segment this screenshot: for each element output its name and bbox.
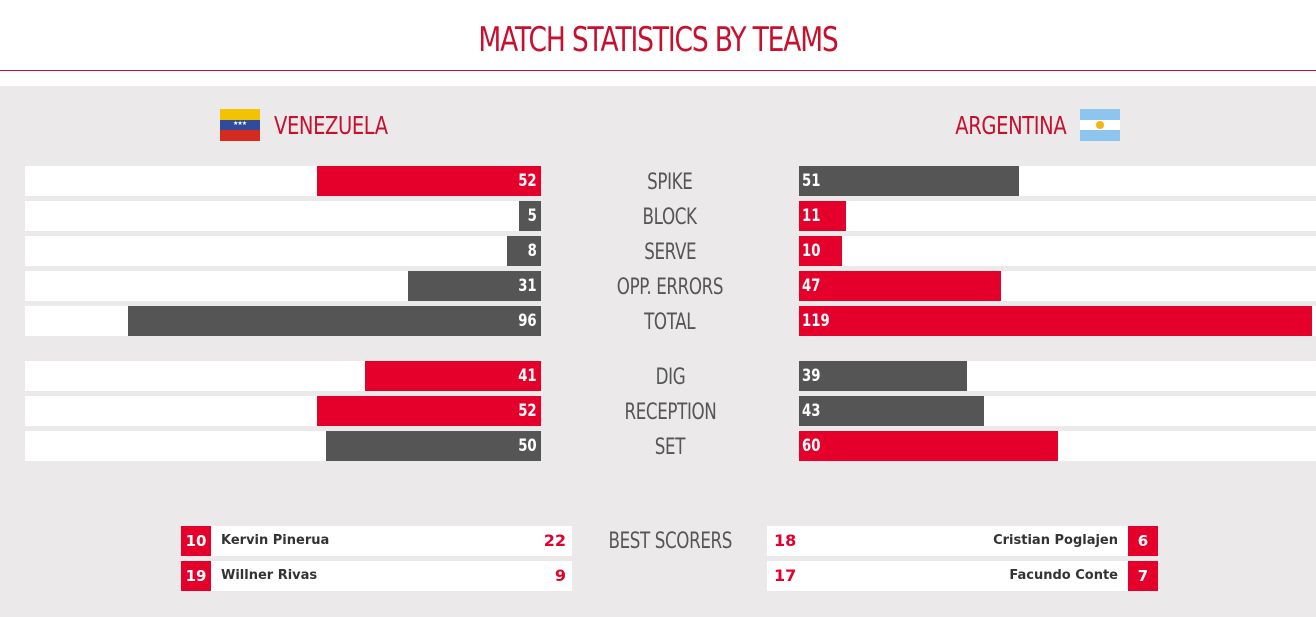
stat-track-left: 5 [25,201,541,231]
stat-bar-left: 41 [365,361,541,391]
stat-track-right: 39 [799,361,1316,391]
stat-track-right: 11 [799,201,1316,231]
stat-track-right: 60 [799,431,1316,461]
stat-track-right: 47 [799,271,1316,301]
player-points: 18 [774,531,797,550]
stat-label: SPIKE [647,170,693,195]
stat-value-left: 31 [518,276,537,296]
stat-bar-left: 50 [326,431,541,461]
stat-row: 50 SET 60 [0,431,1316,461]
stat-bar-right: 51 [799,166,1019,196]
team-left-name: VENEZUELA [274,110,388,140]
stat-bar-right: 10 [799,236,842,266]
stat-label: OPP. ERRORS [616,275,724,300]
stat-track-left: 52 [25,396,541,426]
player-points: 17 [774,566,797,585]
stat-track-left: 8 [25,236,541,266]
stat-track-left: 41 [25,361,541,391]
stat-bar-left: 52 [317,396,541,426]
stat-bar-right: 43 [799,396,984,426]
stat-bar-left: 96 [128,306,541,336]
best-scorers-label: BEST SCORERS [608,529,732,554]
stat-value-left: 96 [518,311,537,331]
scorer-left-1: 10 Kervin Pinerua 22 [181,526,572,556]
stat-value-right: 119 [802,311,830,331]
stat-value-right: 43 [802,401,821,421]
stat-bar-right: 119 [799,306,1312,336]
stat-row: 41 DIG 39 [0,361,1316,391]
jersey-number: 6 [1128,526,1158,556]
argentina-flag-icon [1080,109,1120,142]
scorer-left-2: 19 Willner Rivas 9 [181,561,572,591]
stat-track-left: 96 [25,306,541,336]
stat-row: 31 OPP. ERRORS 47 [0,271,1316,301]
stat-value-right: 11 [802,206,821,226]
stat-bar-right: 11 [799,201,846,231]
scorer-right-2: 17 Facundo Conte 7 [767,561,1158,591]
player-name: Facundo Conte [1009,568,1118,583]
stat-value-right: 51 [802,171,821,191]
stat-track-left: 52 [25,166,541,196]
stat-bar-left: 5 [519,201,541,231]
stat-bar-left: 8 [507,236,541,266]
player-points: 9 [554,566,566,585]
stat-value-left: 52 [518,401,537,421]
stat-row: 96 TOTAL 119 [0,306,1316,336]
jersey-number: 19 [181,561,211,591]
stat-value-left: 41 [518,366,537,386]
player-name: Cristian Poglajen [993,533,1118,548]
stat-track-left: 50 [25,431,541,461]
player-name: Willner Rivas [221,568,318,583]
stat-track-right: 119 [799,306,1316,336]
stat-row: 5 BLOCK 11 [0,201,1316,231]
stat-label: DIG [655,365,685,390]
stat-value-right: 47 [802,276,821,296]
stat-label: BLOCK [642,205,698,230]
stat-label: SERVE [644,240,696,265]
jersey-number: 10 [181,526,211,556]
stat-row: 52 SPIKE 51 [0,166,1316,196]
stat-label: SET [654,435,686,460]
page-title: MATCH STATISTICS BY TEAMS [478,20,838,60]
team-right-name: ARGENTINA [955,110,1066,140]
venezuela-flag-icon: ★★★ [220,109,260,142]
stat-value-right: 39 [802,366,821,386]
scorer-right-1: 18 Cristian Poglajen 6 [767,526,1158,556]
stat-label: RECEPTION [624,400,716,425]
stat-value-left: 5 [527,206,537,226]
stat-value-right: 10 [802,241,821,261]
stat-value-left: 8 [527,241,537,261]
stat-value-left: 50 [518,436,537,456]
stat-bar-right: 47 [799,271,1001,301]
player-name: Kervin Pinerua [221,533,330,548]
jersey-number: 7 [1128,561,1158,591]
stat-bar-right: 39 [799,361,967,391]
title-bar: MATCH STATISTICS BY TEAMS [0,0,1316,71]
stat-bar-left: 31 [408,271,541,301]
stat-value-left: 52 [518,171,537,191]
stat-row: 8 SERVE 10 [0,236,1316,266]
stat-label: TOTAL [644,310,696,335]
stat-track-left: 31 [25,271,541,301]
stat-track-right: 43 [799,396,1316,426]
team-left-header: ★★★ VENEZUELA [220,109,420,142]
stat-bar-left: 52 [317,166,541,196]
player-points: 22 [543,531,566,550]
stat-track-right: 10 [799,236,1316,266]
stat-value-right: 60 [802,436,821,456]
stat-bar-right: 60 [799,431,1058,461]
stat-row: 52 RECEPTION 43 [0,396,1316,426]
stat-track-right: 51 [799,166,1316,196]
team-right-header: ARGENTINA [924,109,1120,142]
